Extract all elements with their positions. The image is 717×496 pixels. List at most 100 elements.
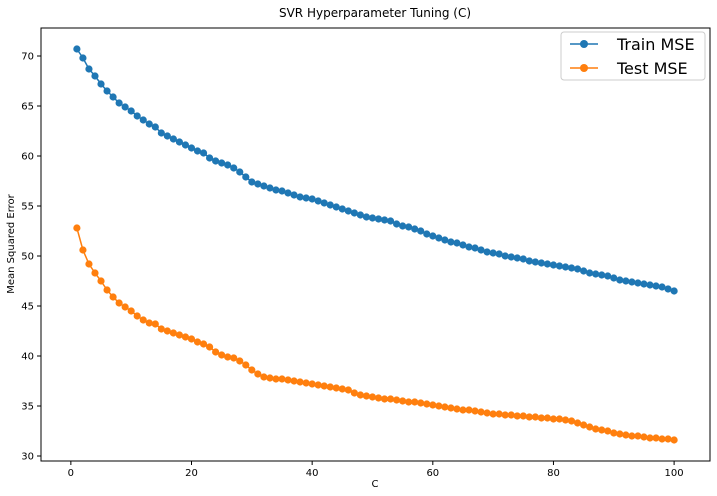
data-point [199,149,208,157]
data-point [471,407,479,415]
data-point [85,260,93,268]
data-point [344,386,352,394]
data-point [356,391,365,399]
data-point [567,264,576,272]
data-point [115,299,123,307]
data-point [73,224,81,232]
data-point [139,116,147,124]
data-point [181,333,190,341]
data-point [447,404,455,412]
legend: Train MSE Test MSE [560,31,706,81]
data-point [652,434,660,442]
data-point [573,265,582,273]
data-point [525,413,533,421]
data-point [646,281,654,289]
data-point [561,416,570,424]
data-point [634,432,642,440]
data-point [338,385,346,393]
data-point [622,431,630,439]
data-point [199,340,208,348]
data-point [386,217,395,225]
data-point [169,329,178,337]
data-point [537,259,545,267]
data-point [175,331,184,339]
data-point [652,282,660,290]
data-point [555,415,564,423]
data-point [513,254,521,262]
data-point [272,375,280,383]
data-point [374,394,383,402]
data-point [284,376,292,384]
data-point [248,178,256,186]
data-point [598,426,606,434]
data-point [103,286,111,294]
x-tick-label: 40 [306,468,319,479]
data-point [284,189,292,197]
data-point [218,159,226,167]
data-point [411,398,419,406]
y-tick-label: 30 [21,452,34,463]
data-point [296,378,304,386]
x-tick-label: 0 [68,468,74,479]
data-point [483,248,491,256]
data-point [531,258,539,266]
data-point [163,327,171,335]
data-point [441,403,449,411]
data-point [634,279,642,287]
data-point [447,238,455,246]
data-point [628,278,636,286]
data-point [610,274,618,282]
data-point [187,144,196,152]
data-point [308,195,316,203]
data-point [181,141,190,149]
data-point [670,287,678,295]
data-point [658,283,666,291]
data-point [91,269,99,277]
data-point [592,425,600,433]
data-point [218,351,226,359]
data-point [477,246,485,254]
y-axis: 30 35 40 45 50 55 60 65 70 [21,52,41,463]
data-point [616,430,624,438]
data-point [212,348,220,356]
data-point [356,211,365,219]
data-point [127,107,135,115]
data-point [513,412,521,420]
data-point [133,112,141,120]
data-point [604,272,612,280]
data-point [73,45,81,53]
data-point [429,232,437,240]
data-point [393,220,401,228]
data-point [236,357,244,365]
data-point [483,409,491,417]
data-point [646,434,654,442]
data-point [85,65,93,73]
data-point [399,397,407,405]
data-point [97,80,105,88]
data-point [193,147,202,155]
data-point [314,197,322,205]
data-point [374,215,383,223]
x-axis-label: C [372,479,379,490]
data-point [308,380,316,388]
data-point [133,312,141,320]
data-point [254,180,262,188]
data-point [561,263,570,271]
data-point [127,307,135,315]
data-point [519,255,527,263]
data-point [477,408,485,416]
x-tick-label: 80 [547,468,560,479]
data-point [326,201,334,209]
data-point [543,260,552,268]
data-point [525,257,533,265]
data-point [145,120,153,128]
data-point [350,209,358,217]
data-point [302,194,310,202]
data-point [157,129,165,137]
data-point [573,419,582,427]
y-tick-label: 45 [21,302,34,313]
data-point [664,435,672,443]
data-point [386,395,395,403]
